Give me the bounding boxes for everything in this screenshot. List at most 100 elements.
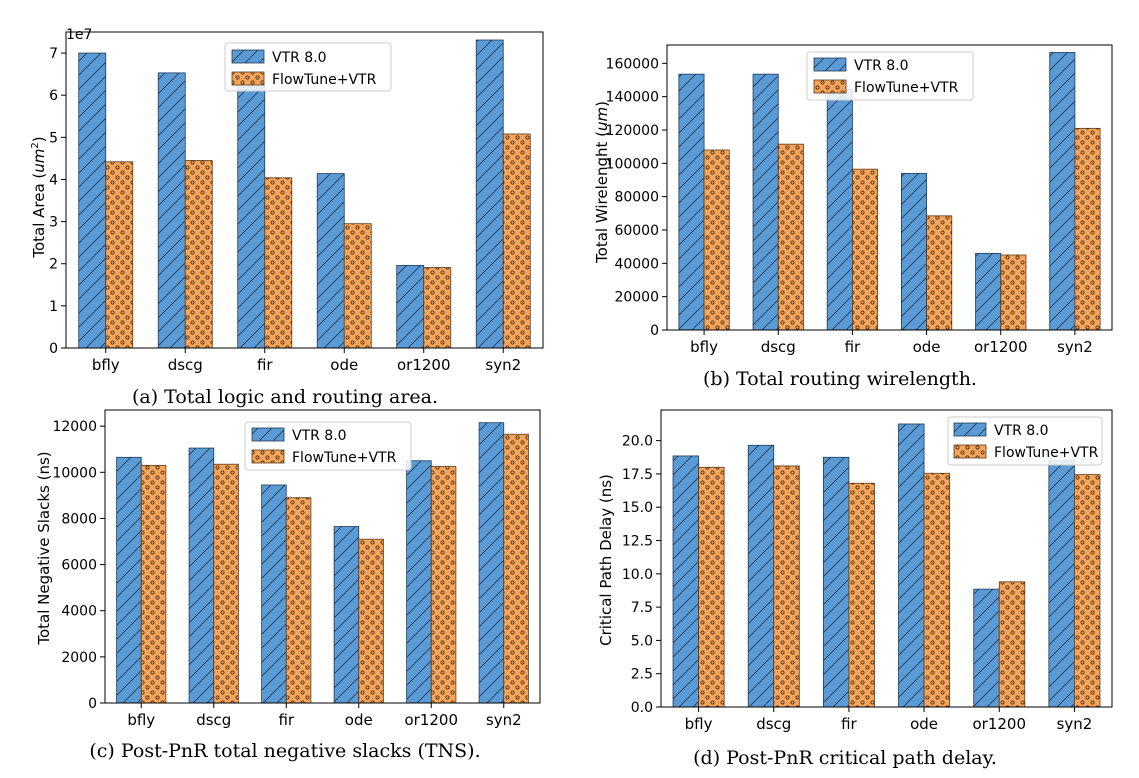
bar-flowtune-fir xyxy=(848,482,875,708)
y-tick-label: 2.5 xyxy=(631,667,653,683)
x-tick-label: ode xyxy=(345,711,373,729)
chart-panel-d: 0.0 2.5 5.0 7.5 10.0 12.5 15.0 17.5 20.0 bfly dscg… xyxy=(597,409,1113,769)
y-tick-label: 4000 xyxy=(61,604,97,620)
legend-swatch-vtr xyxy=(813,57,847,72)
bar-vtr-dscg xyxy=(188,447,215,704)
bar-vtr-fir xyxy=(822,456,850,708)
x-tick-label: syn2 xyxy=(485,356,521,374)
y-axis-label: Critical Path Delay (ns) xyxy=(597,474,615,646)
legend-label-flowtune: FlowTune+VTR xyxy=(292,450,397,466)
y-axis-label: Total Negative Slacks (ns) xyxy=(35,451,53,645)
axes-frame xyxy=(666,44,1113,331)
x-tick-label: bfly xyxy=(127,711,155,729)
bar-vtr-syn2 xyxy=(1048,460,1075,708)
axes-frame xyxy=(65,31,544,349)
bar-flowtune-ode xyxy=(343,223,372,349)
bar-vtr-ode xyxy=(898,423,925,708)
x-tick-label: fir xyxy=(257,356,273,374)
y-tick-label: 1 xyxy=(49,299,58,315)
plot-area: 0.0 2.5 5.0 7.5 10.0 12.5 15.0 17.5 20.0 bfly dscg… xyxy=(622,409,1113,733)
bar-flowtune-or1200 xyxy=(423,267,452,349)
legend-swatch-vtr xyxy=(251,427,285,442)
legend: VTR 8.0 FlowTune+VTR xyxy=(947,416,1103,466)
bar-vtr-or1200 xyxy=(406,460,432,704)
y-tick-label: 4 xyxy=(49,172,58,188)
legend-swatch-flowtune xyxy=(231,71,265,86)
y-tick-label: 6 xyxy=(49,88,58,104)
x-tick-label: ode xyxy=(913,338,941,356)
y-axis-label: Total Wirelenght (um) xyxy=(593,101,611,264)
bar-flowtune-bfly xyxy=(140,464,167,704)
bar-vtr-fir xyxy=(237,83,266,349)
caption: (b) Total routing wirelength. xyxy=(703,368,977,390)
x-tick-label: syn2 xyxy=(1057,715,1093,733)
legend-label-flowtune: FlowTune+VTR xyxy=(854,80,959,96)
bar-flowtune-bfly xyxy=(105,161,134,349)
x-tick-label: fir xyxy=(278,711,294,729)
legend-label-vtr: VTR 8.0 xyxy=(272,50,327,66)
y-tick-label: 20000 xyxy=(614,290,659,306)
y-tick-label: 12.5 xyxy=(622,534,653,550)
y-tick-label: 100000 xyxy=(606,156,659,172)
bar-vtr-dscg xyxy=(157,72,186,349)
x-tick-label: or1200 xyxy=(404,711,458,729)
bar-flowtune-ode xyxy=(358,538,384,704)
x-tick-label: dscg xyxy=(761,338,796,356)
bar-vtr-bfly xyxy=(678,73,705,331)
x-tick-label: bfly xyxy=(92,356,120,374)
y-tick-label: 15.0 xyxy=(622,500,653,516)
x-tick-label: dscg xyxy=(196,711,231,729)
chart-panel-b: 0 20000 40000 60000 80000 100000 120000 140000 1… xyxy=(593,44,1113,390)
y-tick-label: 40000 xyxy=(614,256,659,272)
bar-vtr-ode xyxy=(316,173,345,349)
y-tick-label: 5 xyxy=(49,130,58,146)
x-tick-label: dscg xyxy=(168,356,203,374)
y-axis-label: Total Area (um2) xyxy=(30,136,48,258)
bar-flowtune-ode xyxy=(926,215,953,331)
y-tick-label: 20.0 xyxy=(622,434,653,450)
bar-vtr-bfly xyxy=(116,456,142,704)
y-tick-label: 2000 xyxy=(61,650,97,666)
bar-flowtune-syn2 xyxy=(1074,474,1101,708)
caption: (d) Post-PnR critical path delay. xyxy=(693,747,997,769)
bar-vtr-fir xyxy=(261,484,287,704)
caption: (c) Post-PnR total negative slacks (TNS)… xyxy=(89,740,480,762)
plot-area: 0 2000 4000 6000 8000 10000 12000 bfly dscg fir od… xyxy=(52,409,541,729)
y-tick-label: 7.5 xyxy=(631,600,653,616)
y-tick-label: 60000 xyxy=(614,223,659,239)
y-tick-label: 8000 xyxy=(61,511,97,527)
y-tick-label: 2 xyxy=(49,257,58,273)
bar-flowtune-dscg xyxy=(773,465,800,708)
x-tick-label: bfly xyxy=(685,715,713,733)
bar-vtr-syn2 xyxy=(1049,52,1076,331)
legend-swatch-flowtune xyxy=(953,444,987,459)
legend-swatch-vtr xyxy=(231,49,265,64)
bar-flowtune-dscg xyxy=(213,463,239,704)
y-tick-label: 3 xyxy=(49,215,58,231)
y-tick-label: 10.0 xyxy=(622,567,653,583)
legend-label-flowtune: FlowTune+VTR xyxy=(272,72,377,88)
bar-flowtune-dscg xyxy=(777,143,804,331)
axes-frame xyxy=(660,409,1113,708)
legend-swatch-flowtune xyxy=(251,449,285,464)
y-tick-label: 17.5 xyxy=(622,467,653,483)
y-tick-label: 160000 xyxy=(606,56,659,72)
bar-flowtune-syn2 xyxy=(503,433,529,704)
axes-frame xyxy=(104,409,541,704)
bar-flowtune-fir xyxy=(852,168,879,331)
legend-swatch-flowtune xyxy=(813,79,847,94)
legend-label-vtr: VTR 8.0 xyxy=(854,58,909,74)
bar-flowtune-or1200 xyxy=(430,466,457,704)
y-tick-label: 6000 xyxy=(61,558,97,574)
bar-flowtune-dscg xyxy=(184,160,213,349)
y-tick-label: 0 xyxy=(650,323,659,339)
x-tick-label: syn2 xyxy=(486,711,522,729)
bar-flowtune-or1200 xyxy=(1000,254,1027,331)
bar-vtr-dscg xyxy=(747,444,775,708)
bar-flowtune-fir xyxy=(264,177,293,349)
x-tick-label: bfly xyxy=(690,338,718,356)
bar-vtr-bfly xyxy=(672,455,699,708)
y-tick-label: 0 xyxy=(88,696,97,712)
bar-vtr-dscg xyxy=(752,73,779,331)
bar-flowtune-syn2 xyxy=(1074,127,1101,331)
